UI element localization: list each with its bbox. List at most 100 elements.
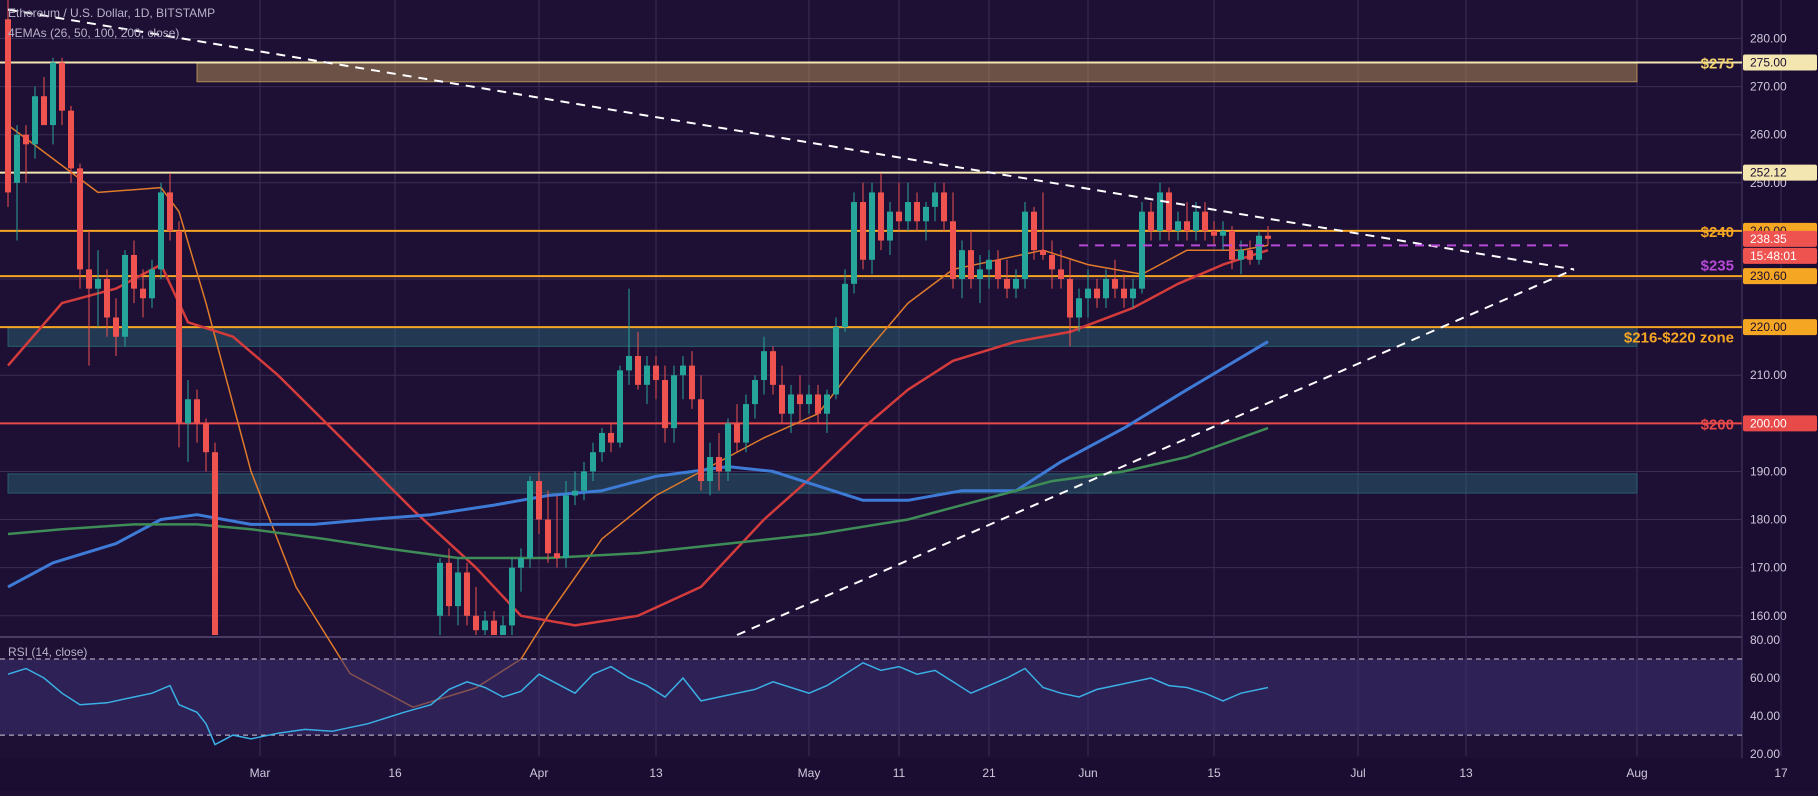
candle-body — [986, 259, 992, 270]
candle-body — [626, 355, 632, 371]
candle-body — [797, 394, 803, 405]
candle-body — [761, 351, 767, 381]
candle — [653, 355, 659, 400]
candle-body — [1148, 211, 1154, 231]
candle-body — [491, 620, 497, 635]
candle-body — [131, 254, 137, 289]
candle — [707, 442, 713, 496]
candle-body — [1013, 279, 1019, 289]
candle — [86, 230, 92, 366]
candle-body — [167, 192, 173, 231]
candle — [905, 182, 911, 231]
price-tick-label: 160.00 — [1750, 609, 1787, 623]
candle — [50, 57, 56, 145]
candle — [734, 404, 740, 453]
candle-body — [1220, 230, 1226, 236]
candle-body — [158, 192, 164, 270]
rsi-tick-label: 20.00 — [1750, 747, 1780, 761]
candle-body — [437, 562, 443, 616]
candle — [1130, 279, 1136, 308]
candle — [104, 269, 110, 337]
candle-body — [1247, 250, 1253, 260]
price-tick-label: 210.00 — [1750, 368, 1787, 382]
candle — [1013, 269, 1019, 299]
candle — [140, 269, 146, 318]
level-annotation-label: $275 — [1701, 56, 1734, 73]
candle — [95, 250, 101, 328]
date-tick-label: Jul — [1350, 766, 1365, 780]
candle-body — [1265, 235, 1271, 239]
price-tag-level: 200.00 — [1743, 415, 1817, 432]
ema-26-line — [7, 124, 1269, 708]
candle-body — [707, 457, 713, 482]
rsi-tick-label: 60.00 — [1750, 671, 1780, 685]
candle-body — [1157, 192, 1163, 231]
price-tag-text: 15:48:01 — [1750, 249, 1797, 263]
candle-body — [815, 394, 821, 414]
candle-body — [50, 62, 56, 126]
level-annotation-label: $235 — [1701, 258, 1734, 275]
candle-body — [59, 62, 65, 111]
candle — [77, 163, 83, 289]
candle — [1157, 182, 1163, 241]
candle — [662, 365, 668, 443]
rsi-line — [7, 661, 1269, 746]
candle-body — [482, 620, 488, 631]
candle-body — [1004, 279, 1010, 289]
price-tag-text: 238.35 — [1750, 232, 1787, 246]
candle-body — [1256, 235, 1262, 260]
candle — [626, 288, 632, 385]
candle-body — [527, 481, 533, 559]
price-tag-text: 200.00 — [1750, 416, 1787, 430]
candle-body — [1049, 254, 1055, 270]
candle-body — [68, 110, 74, 169]
candle — [968, 230, 974, 289]
candle-body — [896, 211, 902, 222]
candle — [842, 269, 848, 332]
candle-body — [5, 19, 11, 193]
candle-body — [140, 288, 146, 299]
price-tick-label: 260.00 — [1750, 128, 1787, 142]
candle-body — [1103, 279, 1109, 299]
candle — [572, 471, 578, 506]
candle — [1076, 288, 1082, 332]
candle — [1148, 202, 1154, 241]
candle — [689, 351, 695, 409]
candle — [1121, 274, 1127, 308]
ema-study-label: 4EMAs (26, 50, 100, 200, close) — [8, 26, 180, 40]
candle-body — [923, 206, 929, 222]
candle — [941, 182, 947, 231]
candle-body — [149, 269, 155, 299]
support-resistance-zone — [7, 326, 1638, 347]
price-tick-label: 170.00 — [1750, 561, 1787, 575]
candle — [635, 331, 641, 390]
price-tag-text: 230.60 — [1750, 269, 1787, 283]
candle-body — [1067, 279, 1073, 318]
candle-body — [464, 572, 470, 616]
candle-body — [113, 317, 119, 337]
candle — [833, 317, 839, 400]
candle — [815, 384, 821, 424]
candle — [1058, 250, 1064, 289]
candle-body — [563, 495, 569, 559]
candle — [932, 182, 938, 222]
candle-body — [788, 394, 794, 414]
date-tick-label: 13 — [1459, 766, 1473, 780]
candle — [923, 202, 929, 241]
candle — [158, 182, 164, 280]
price-tag-bg — [1743, 415, 1817, 432]
chart-title: Ethereum / U.S. Dollar, 1D, BITSTAMP — [8, 6, 216, 20]
price-tick-label: 180.00 — [1750, 513, 1787, 527]
candle — [59, 57, 65, 126]
candle — [446, 548, 452, 616]
support-resistance-zone — [7, 473, 1638, 494]
candle-body — [1112, 279, 1118, 289]
candle-body — [1211, 230, 1217, 236]
candle — [1139, 202, 1145, 294]
candle — [1049, 240, 1055, 289]
price-tag-level: 275.00 — [1743, 54, 1817, 71]
candle-body — [1238, 250, 1244, 260]
candle — [14, 125, 20, 241]
candle-body — [104, 279, 110, 318]
